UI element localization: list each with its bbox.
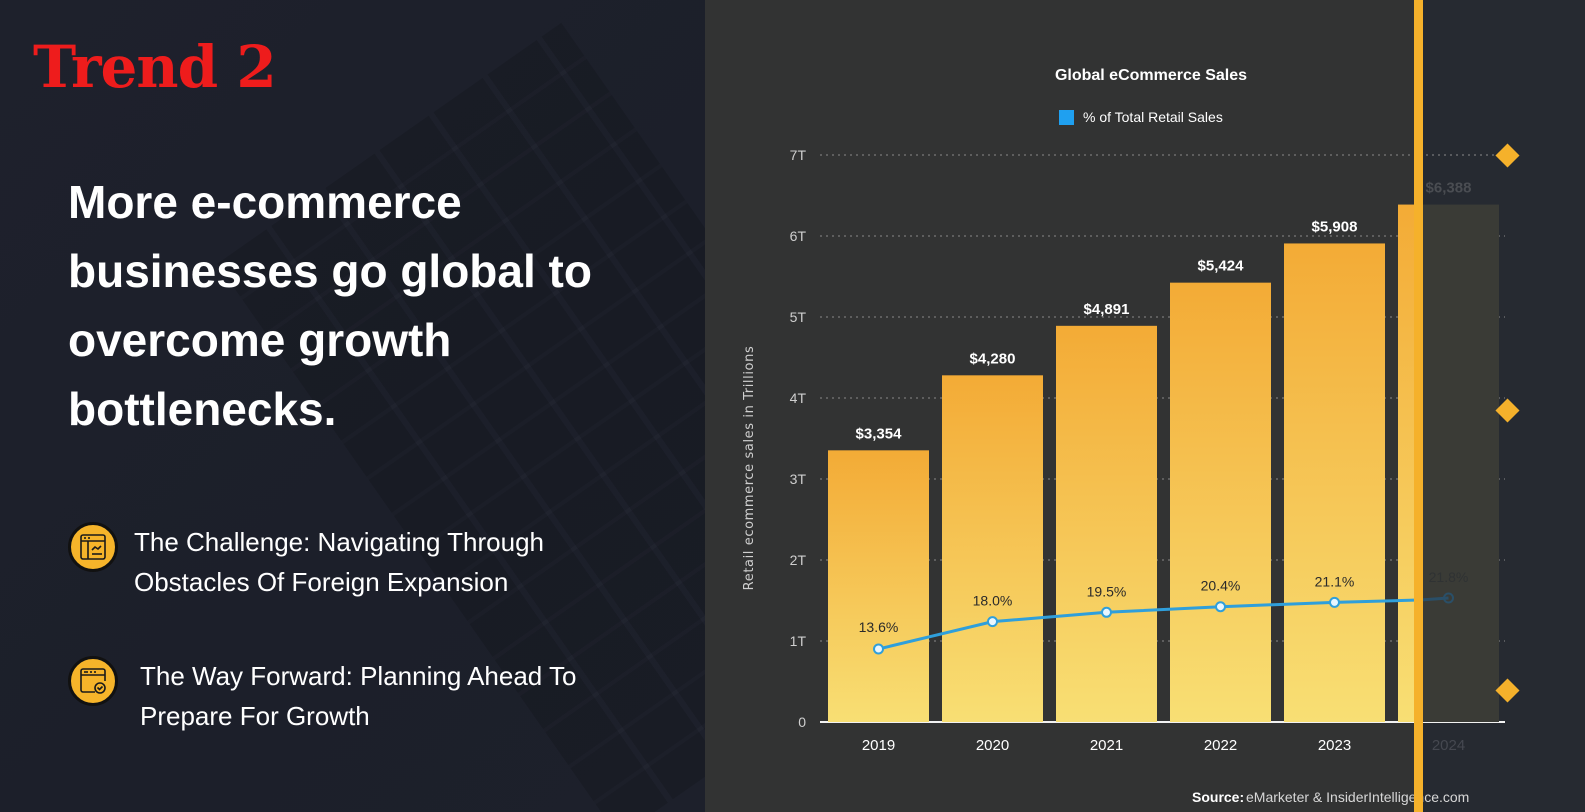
legend-swatch (1059, 110, 1074, 125)
bar-value-label: $6,388 (1426, 180, 1472, 197)
point-text: The Way Forward: Planning Ahead To Prepa… (140, 661, 577, 731)
browser-check-icon (68, 656, 118, 706)
percent-label: 20.4% (1201, 578, 1241, 594)
y-tick-label: 5T (790, 309, 807, 325)
bar-2020 (942, 375, 1043, 722)
x-tick-label: 2020 (976, 737, 1009, 754)
y-tick-label: 1T (790, 633, 807, 649)
bar-value-label: $5,908 (1312, 218, 1358, 235)
accent-vertical-line (1414, 0, 1423, 812)
y-tick-label: 4T (790, 390, 807, 406)
browser-chart-icon (68, 522, 118, 572)
point-way-forward: The Way Forward: Planning Ahead To Prepa… (68, 656, 640, 736)
point-challenge: The Challenge: Navigating Through Obstac… (68, 522, 594, 602)
percent-point (873, 643, 884, 655)
point-text: The Challenge: Navigating Through Obstac… (134, 527, 545, 597)
bar-value-label: $4,280 (970, 350, 1016, 367)
bar-value-label: $5,424 (1198, 258, 1245, 275)
x-tick-label: 2021 (1090, 737, 1123, 754)
trend-label: Trend 2 (33, 33, 277, 101)
percent-point (1329, 596, 1340, 608)
y-axis-label: Retail ecommerce sales in Trillions (742, 346, 757, 591)
source-label: Source: (1192, 789, 1244, 805)
bar-2023 (1284, 243, 1385, 722)
x-tick-label: 2023 (1318, 737, 1351, 754)
y-tick-label: 3T (790, 471, 807, 487)
percent-point (1101, 606, 1112, 618)
percent-label: 21.8% (1429, 569, 1469, 585)
y-tick-label: 0 (798, 714, 806, 730)
headline: More e-commerce businesses go global to … (68, 176, 592, 435)
percent-point (1443, 592, 1454, 604)
bar-2021 (1056, 325, 1157, 722)
percent-line (878, 598, 1415, 651)
bar-2022 (1170, 282, 1271, 722)
percent-label: 18.0% (973, 593, 1013, 609)
left-panel: Trend 2 More e-commerce businesses go gl… (0, 0, 705, 812)
x-tick-label: 2024 (1432, 737, 1465, 754)
x-tick-label: 2019 (862, 737, 895, 754)
y-tick-label: 2T (790, 552, 807, 568)
x-tick-label: 2022 (1204, 737, 1237, 754)
bar-value-label: $3,354 (856, 425, 903, 442)
percent-label: 13.6% (859, 619, 899, 635)
percent-point (987, 616, 998, 628)
bar-2024-visible-edge (1398, 204, 1416, 722)
chart-title: Global eCommerce Sales (1055, 67, 1247, 84)
bar-2019 (828, 450, 929, 722)
y-tick-label: 7T (790, 147, 807, 163)
legend-label: % of Total Retail Sales (1083, 109, 1223, 125)
percent-label: 21.1% (1315, 573, 1355, 589)
y-tick-label: 6T (790, 228, 807, 244)
percent-label: 19.5% (1087, 583, 1127, 599)
bar-value-label: $4,891 (1084, 301, 1130, 318)
source-text: eMarketer & InsiderIntelligence.com (1246, 789, 1469, 805)
percent-point (1215, 601, 1226, 613)
